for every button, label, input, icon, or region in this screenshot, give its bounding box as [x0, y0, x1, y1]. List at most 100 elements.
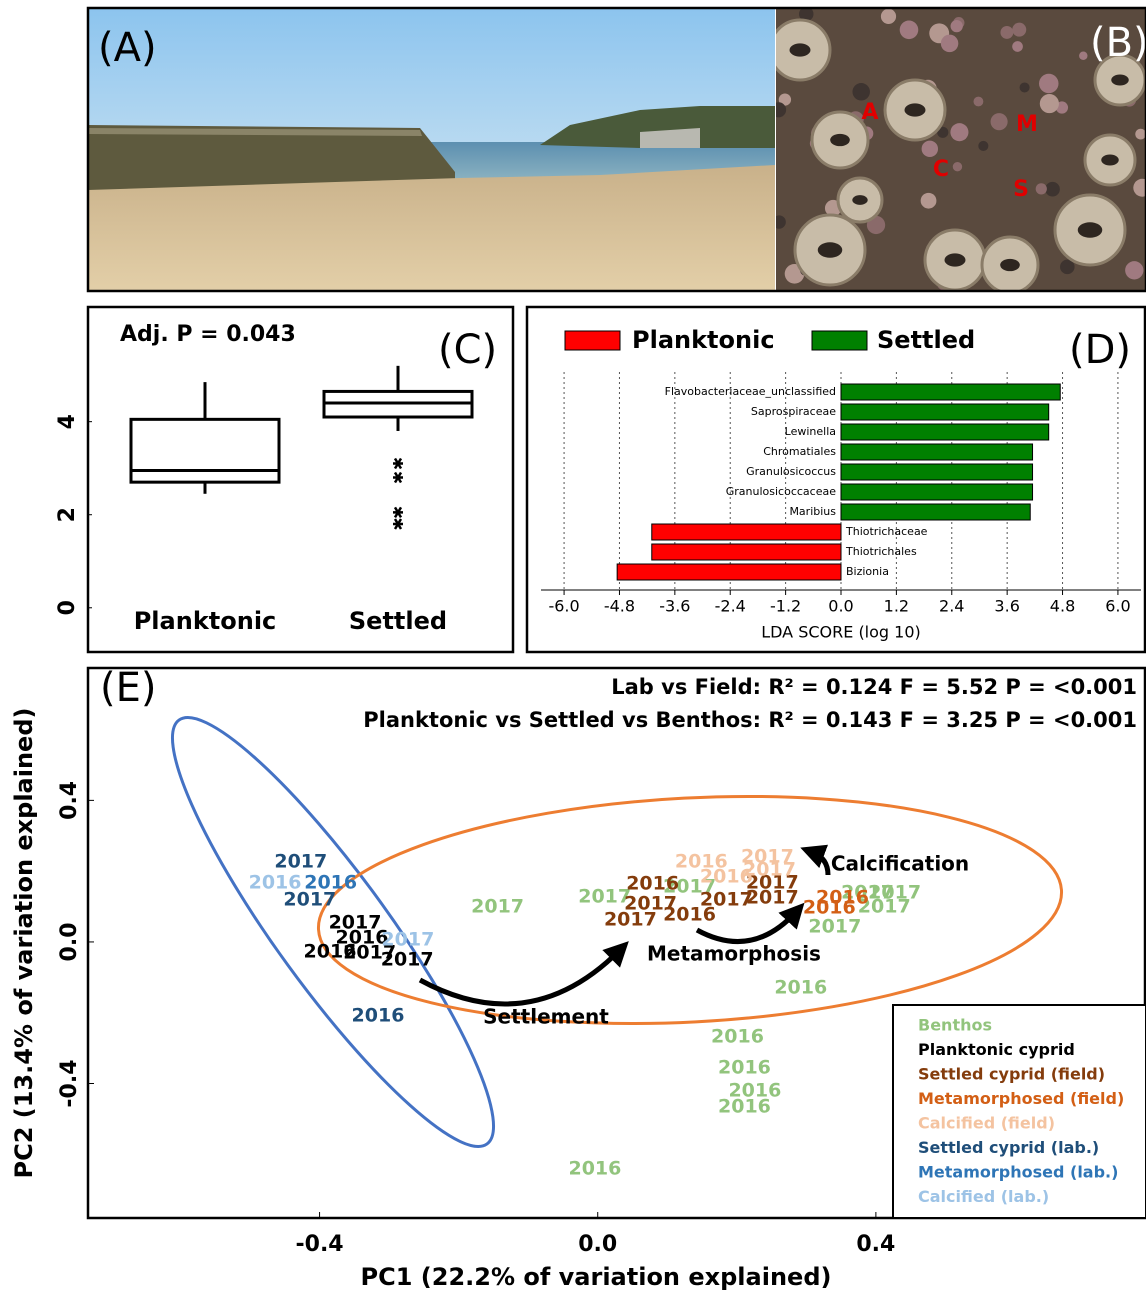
barnacle-opening — [790, 43, 811, 56]
x-tick-label: 2.4 — [939, 597, 964, 616]
x-tick-label: -0.4 — [296, 1232, 344, 1257]
arrow-label: Calcification — [831, 852, 969, 876]
point-label: 2017 — [381, 948, 434, 970]
legend-label: Settled — [877, 326, 975, 354]
point-label: 2016 — [711, 1025, 764, 1047]
legend-label: Calcified (field) — [918, 1114, 1055, 1133]
pebble — [978, 141, 988, 151]
point-label: 2016 — [718, 1056, 771, 1078]
bar — [841, 384, 1060, 400]
x-tick-label: 6.0 — [1105, 597, 1130, 616]
pebble — [951, 20, 963, 32]
point-label: 2017 — [471, 895, 524, 917]
point-label: 2017 — [604, 908, 657, 930]
panel-label: (A) — [98, 25, 157, 71]
figure: (A) (B) A C M S Adj. P = 0.043 (C) 0 2 4 Plankton… — [0, 0, 1146, 1294]
pebble — [900, 21, 919, 40]
bar-label: Maribius — [789, 505, 836, 518]
x-tick-label: 0.0 — [828, 597, 853, 616]
pebble — [921, 193, 937, 209]
x-tick-label: 4.8 — [1050, 597, 1075, 616]
point-label: 2016 — [803, 896, 856, 918]
point-label: 2017 — [381, 928, 434, 950]
legend-label: Metamorphosed (field) — [918, 1089, 1124, 1108]
bar-label: Thiotrichales — [845, 545, 917, 558]
pebble — [1020, 82, 1030, 92]
point-label: 2016 — [352, 1004, 405, 1026]
y-tick-label: 0.0 — [57, 922, 82, 961]
bar — [652, 544, 841, 560]
barnacle-opening — [1101, 155, 1119, 166]
pebble — [852, 83, 869, 100]
y-tick-label: -0.4 — [57, 1059, 82, 1107]
bar-label: Granulosicoccus — [746, 465, 836, 478]
legend-label: Settled cyprid (lab.) — [918, 1138, 1099, 1157]
panel-label: (E) — [100, 665, 156, 711]
annotation: Adj. P = 0.043 — [120, 322, 296, 347]
point-label: 2017 — [743, 859, 796, 881]
point-label: 2017 — [746, 887, 799, 909]
bar-label: Granulosicoccaceae — [726, 485, 836, 498]
y-tick-label: 4 — [55, 414, 80, 429]
barnacle-opening — [818, 242, 843, 257]
photo-beach — [88, 8, 775, 291]
point-label: 2016 — [626, 872, 679, 894]
bar — [617, 564, 841, 580]
point-label: 2016 — [774, 976, 827, 998]
outlier — [393, 459, 403, 469]
photo-marker: S — [1013, 177, 1029, 202]
annotation: Planktonic vs Settled vs Benthos: R² = 0… — [363, 708, 1137, 732]
pebble — [1135, 129, 1146, 140]
panel-label: (C) — [438, 327, 497, 373]
bar-label: Thiotrichaceae — [845, 525, 928, 538]
bar — [841, 464, 1033, 480]
pebble — [1012, 23, 1026, 37]
arrow-label: Settlement — [483, 1005, 609, 1029]
bar — [841, 444, 1033, 460]
y-axis-label: PC2 (13.4% of variation explained) — [10, 708, 38, 1179]
bar-label: Flavobacteriaceae_unclassified — [665, 385, 836, 398]
legend-label: Planktonic cyprid — [918, 1040, 1075, 1059]
legend-label: Planktonic — [632, 326, 775, 354]
y-tick-label: 0 — [55, 600, 80, 615]
barnacle-opening — [830, 134, 850, 146]
panel-label: (B) — [1090, 20, 1146, 66]
bar — [652, 524, 841, 540]
arrow-calcification — [812, 852, 828, 875]
pebble — [950, 123, 968, 141]
barnacle-opening — [1078, 222, 1103, 237]
x-tick-label: 3.6 — [994, 597, 1019, 616]
pebble — [1039, 74, 1058, 93]
arrow-label: Metamorphosis — [647, 942, 821, 966]
pebble — [1000, 26, 1013, 39]
legend-swatch — [812, 331, 867, 350]
barnacle-opening — [852, 195, 867, 205]
x-tick-label: -1.2 — [770, 597, 801, 616]
bar-label: Saprospiraceae — [751, 405, 836, 418]
pebble — [991, 113, 1008, 130]
point-label: 2017 — [274, 850, 327, 872]
pebble — [1125, 261, 1143, 279]
pebble — [941, 35, 959, 53]
y-tick-label: 2 — [55, 507, 80, 522]
pebble — [1079, 52, 1087, 60]
photo-marker: M — [1016, 112, 1038, 137]
x-tick-label: -2.4 — [715, 597, 746, 616]
legend-label: Benthos — [918, 1016, 992, 1035]
barnacle-opening — [1000, 259, 1020, 271]
x-tick-label: -3.6 — [659, 597, 690, 616]
bar — [841, 484, 1033, 500]
point-label: 2016 — [304, 871, 357, 893]
x-tick-label: 1.2 — [884, 597, 909, 616]
legend-swatch — [565, 331, 620, 350]
y-tick-label: 0.4 — [57, 781, 82, 820]
photo-marker: C — [933, 157, 949, 182]
bar-label: Lewinella — [785, 425, 836, 438]
bar-label: Chromatiales — [763, 445, 836, 458]
pebble — [1012, 41, 1023, 52]
photo-marker: A — [861, 100, 878, 125]
legend-label: Metamorphosed (lab.) — [918, 1163, 1118, 1182]
box — [131, 419, 279, 482]
point-label: 2017 — [808, 916, 861, 938]
barnacle-opening — [1111, 75, 1129, 86]
